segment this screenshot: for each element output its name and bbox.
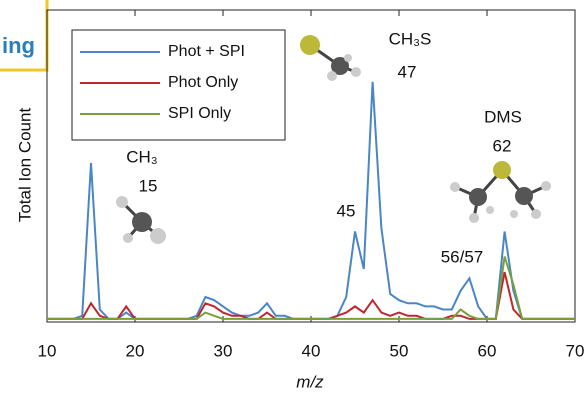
annotation: CH₃S — [389, 29, 432, 48]
annotation: 15 — [139, 176, 158, 195]
annotation: 62 — [493, 136, 512, 155]
molecule-ch3 — [116, 196, 166, 244]
x-tick-label: 60 — [478, 341, 497, 360]
legend-label: Phot + SPI — [168, 43, 245, 60]
x-tick-label: 40 — [302, 341, 321, 360]
x-tick-label: 10 — [38, 341, 57, 360]
legend-label: Phot Only — [168, 74, 238, 91]
annotation: 45 — [337, 201, 356, 220]
x-axis-label: m/z — [296, 372, 324, 391]
x-tick-label: 70 — [566, 341, 585, 360]
annotation: DMS — [484, 107, 522, 126]
molecule-ch3s — [300, 35, 361, 81]
annotation: 47 — [398, 62, 417, 81]
x-tick-label: 50 — [390, 341, 409, 360]
annotation: 56/57 — [441, 247, 484, 266]
x-tick-label: 20 — [126, 341, 145, 360]
legend-label: SPI Only — [168, 105, 231, 122]
corner-label: ing — [2, 33, 35, 58]
y-axis-label: Total Ion Count — [15, 108, 34, 223]
x-tick-label: 30 — [214, 341, 233, 360]
molecule-dms — [450, 161, 551, 223]
chart: ing Total Ion Count m/z 10 20 30 40 50 60 70 Ph… — [0, 0, 587, 397]
annotation: CH₃ — [126, 147, 157, 166]
